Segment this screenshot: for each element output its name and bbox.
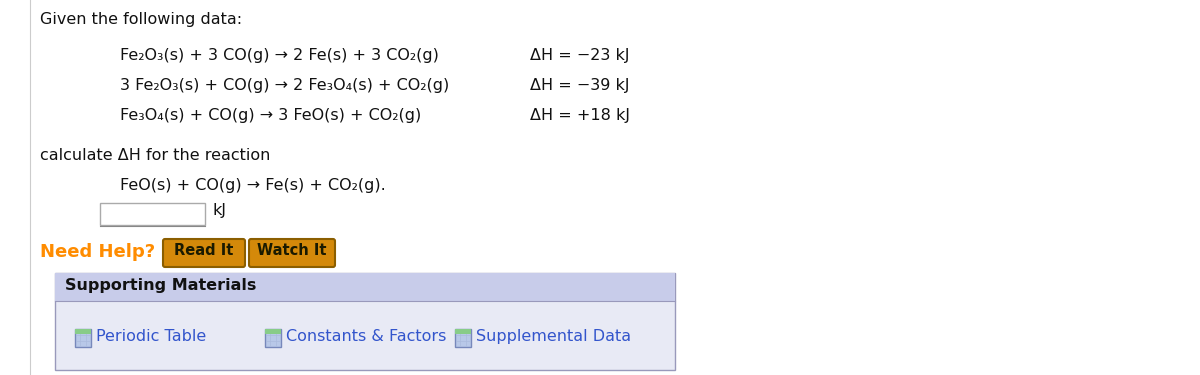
- Text: Periodic Table: Periodic Table: [96, 329, 206, 344]
- Text: Fe₂O₃(s) + 3 CO(g) → 2 Fe(s) + 3 CO₂(g): Fe₂O₃(s) + 3 CO(g) → 2 Fe(s) + 3 CO₂(g): [120, 48, 439, 63]
- Bar: [74, 329, 91, 347]
- Text: ΔH = −39 kJ: ΔH = −39 kJ: [530, 78, 630, 93]
- Bar: [265, 329, 281, 334]
- Bar: [265, 329, 281, 347]
- FancyBboxPatch shape: [163, 239, 245, 267]
- Bar: [55, 273, 674, 301]
- Text: 3 Fe₂O₃(s) + CO(g) → 2 Fe₃O₄(s) + CO₂(g): 3 Fe₂O₃(s) + CO(g) → 2 Fe₃O₄(s) + CO₂(g): [120, 78, 449, 93]
- Text: calculate ΔH for the reaction: calculate ΔH for the reaction: [40, 148, 270, 163]
- Bar: [55, 273, 674, 370]
- Bar: [74, 329, 91, 334]
- Text: ΔH = −23 kJ: ΔH = −23 kJ: [530, 48, 630, 63]
- FancyBboxPatch shape: [250, 239, 335, 267]
- Text: Watch It: Watch It: [257, 243, 326, 258]
- Text: ΔH = +18 kJ: ΔH = +18 kJ: [530, 108, 630, 123]
- Text: Constants & Factors: Constants & Factors: [286, 329, 446, 344]
- Bar: [455, 329, 470, 347]
- Text: kJ: kJ: [212, 203, 226, 218]
- Bar: [455, 329, 470, 334]
- Text: Read It: Read It: [174, 243, 234, 258]
- Text: Supporting Materials: Supporting Materials: [65, 278, 257, 293]
- Text: FeO(s) + CO(g) → Fe(s) + CO₂(g).: FeO(s) + CO(g) → Fe(s) + CO₂(g).: [120, 178, 385, 193]
- Bar: [100, 203, 205, 225]
- Text: Need Help?: Need Help?: [40, 243, 155, 261]
- Text: Fe₃O₄(s) + CO(g) → 3 FeO(s) + CO₂(g): Fe₃O₄(s) + CO(g) → 3 FeO(s) + CO₂(g): [120, 108, 421, 123]
- Text: Supplemental Data: Supplemental Data: [476, 329, 631, 344]
- Text: Given the following data:: Given the following data:: [40, 12, 242, 27]
